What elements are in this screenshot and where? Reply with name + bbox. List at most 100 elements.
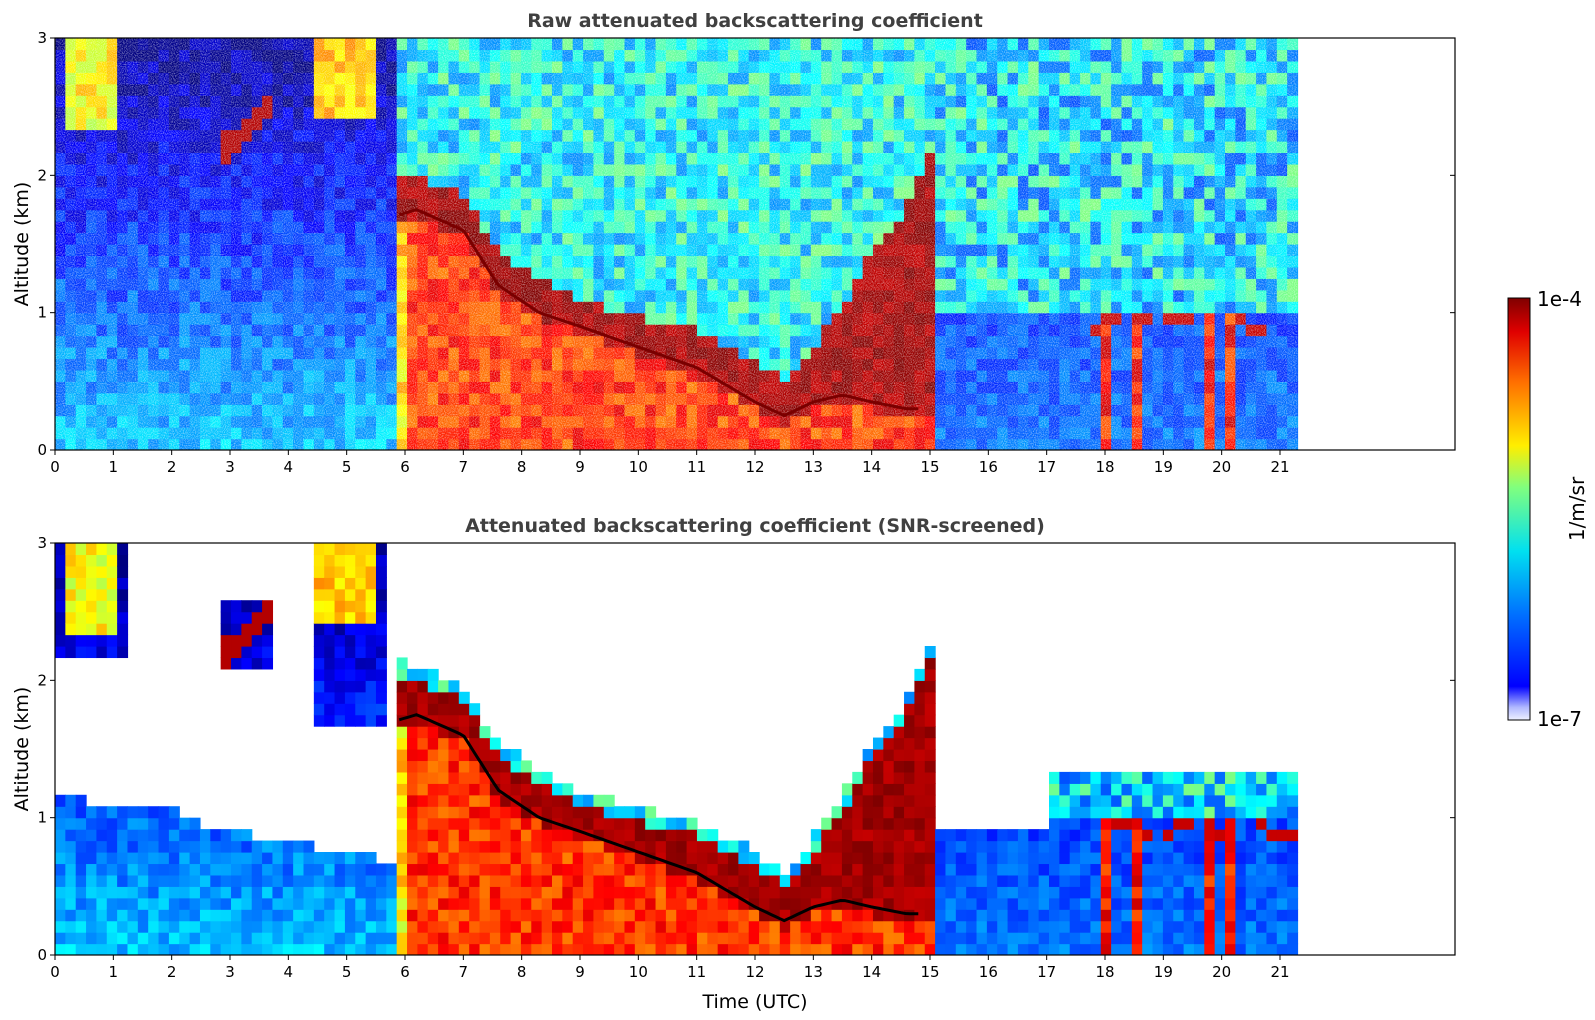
heatmap-cell-screened: [55, 909, 66, 922]
heatmap-cell-screened: [75, 943, 87, 955]
heatmap-cell-screened: [251, 943, 263, 955]
heatmap-cell-screened: [396, 657, 408, 670]
heatmap-cell-screened: [251, 852, 263, 865]
heatmap-cell-screened: [96, 565, 108, 578]
heatmap-cell-screened: [303, 932, 315, 945]
heatmap-cell-screened: [179, 932, 191, 945]
heatmap-cell-screened: [189, 943, 201, 955]
heatmap-cell-screened: [365, 611, 377, 624]
heatmap-cell-screened: [231, 829, 242, 842]
heatmap-cell-screened: [55, 840, 66, 853]
panel-screened-data-layer: [55, 543, 1299, 955]
heatmap-cell-screened: [210, 932, 222, 945]
heatmap-cell-screened: [55, 852, 66, 865]
heatmap-cell-screened: [220, 600, 232, 613]
heatmap-cell-screened: [386, 932, 398, 945]
panel-raw: Raw attenuated backscattering coefficien…: [11, 10, 1456, 476]
heatmap-cell-screened: [148, 829, 160, 842]
heatmap-cell-screened: [158, 852, 170, 865]
heatmap-cell-screened: [231, 634, 242, 647]
heatmap-cell-screened: [365, 920, 377, 933]
heatmap-cell-screened: [231, 600, 242, 613]
heatmap-cell-screened: [282, 932, 294, 945]
heatmap-cell-screened: [117, 829, 129, 842]
heatmap-cell-screened: [241, 920, 253, 933]
heatmap-cell-screened: [355, 577, 367, 590]
heatmap-cell-screened: [344, 623, 356, 636]
heatmap-cell-screened: [86, 909, 98, 922]
heatmap-cell-screened: [241, 611, 253, 624]
heatmap-cell-screened: [231, 623, 242, 636]
heatmap-cell-screened: [365, 657, 377, 670]
heatmap-cell-screened: [396, 771, 408, 784]
heatmap-cell-screened: [220, 909, 232, 922]
heatmap-cell-screened: [334, 691, 346, 704]
heatmap-cell-screened: [251, 611, 263, 624]
heatmap-cell-screened: [231, 852, 242, 865]
heatmap-cell-screened: [106, 806, 118, 819]
heatmap-cell-screened: [137, 909, 149, 922]
heatmap-cell-screened: [210, 943, 222, 955]
heatmap-cell-screened: [210, 852, 222, 865]
heatmap-cell-screened: [262, 897, 274, 910]
heatmap-cell-screened: [127, 829, 139, 842]
heatmap-cell-screened: [324, 577, 336, 590]
heatmap-cell-screened: [179, 897, 191, 910]
heatmap-cell-screened: [324, 634, 336, 647]
heatmap-cell-screened: [303, 943, 315, 955]
heatmap-cell-screened: [75, 623, 87, 636]
heatmap-cell-screened: [355, 897, 367, 910]
heatmap-cell-screened: [324, 646, 336, 659]
heatmap-cell-screened: [334, 909, 346, 922]
heatmap-cell-screened: [55, 943, 66, 955]
heatmap-cell-screened: [55, 817, 66, 830]
heatmap-cell-screened: [251, 840, 263, 853]
heatmap-cell-screened: [168, 829, 180, 842]
heatmap-cell-screened: [386, 886, 398, 899]
heatmap-cell-screened: [65, 806, 77, 819]
heatmap-cell-screened: [313, 714, 325, 727]
heatmap-cell-screened: [127, 886, 139, 899]
heatmap-cell-screened: [179, 920, 191, 933]
heatmap-cell-screened: [355, 703, 367, 716]
heatmap-cell-screened: [210, 840, 222, 853]
heatmap-cell-screened: [75, 543, 87, 556]
heatmap-cell-screened: [117, 874, 129, 887]
heatmap-cell-screened: [106, 874, 118, 887]
heatmap-cell-screened: [189, 897, 201, 910]
heatmap-cell-screened: [344, 543, 356, 556]
heatmap-cell-screened: [127, 909, 139, 922]
heatmap-cell-screened: [396, 737, 408, 750]
x-tick-label: 19: [1154, 458, 1173, 476]
heatmap-cell-screened: [220, 920, 232, 933]
heatmap-cell-screened: [324, 588, 336, 601]
heatmap-cell-screened: [313, 703, 325, 716]
heatmap-cell-screened: [241, 932, 253, 945]
heatmap-cell-screened: [344, 600, 356, 613]
heatmap-cell-screened: [241, 600, 253, 613]
heatmap-cell-screened: [168, 806, 180, 819]
heatmap-cell-screened: [55, 794, 66, 807]
heatmap-cell-screened: [386, 897, 398, 910]
heatmap-cell-screened: [293, 943, 305, 955]
heatmap-cell-screened: [324, 897, 336, 910]
heatmap-cell-screened: [117, 623, 129, 636]
heatmap-cell-screened: [272, 943, 284, 955]
heatmap-cell-screened: [386, 943, 398, 955]
heatmap-cell-screened: [96, 646, 108, 659]
heatmap-cell-screened: [313, 646, 325, 659]
heatmap-cell-screened: [324, 554, 336, 567]
heatmap-cell-screened: [117, 852, 129, 865]
heatmap-cell-screened: [231, 657, 242, 670]
heatmap-cell-screened: [313, 565, 325, 578]
heatmap-cell-screened: [272, 852, 284, 865]
heatmap-cell-screened: [375, 714, 387, 727]
heatmap-cell-screened: [293, 920, 305, 933]
x-tick-label: 8: [517, 458, 527, 476]
y-tick-label: 3: [37, 29, 47, 47]
heatmap-cell-screened: [148, 874, 160, 887]
heatmap-cell-screened: [117, 920, 129, 933]
heatmap-cell-screened: [106, 565, 118, 578]
heatmap-cell-screened: [231, 611, 242, 624]
heatmap-cell-screened: [365, 909, 377, 922]
